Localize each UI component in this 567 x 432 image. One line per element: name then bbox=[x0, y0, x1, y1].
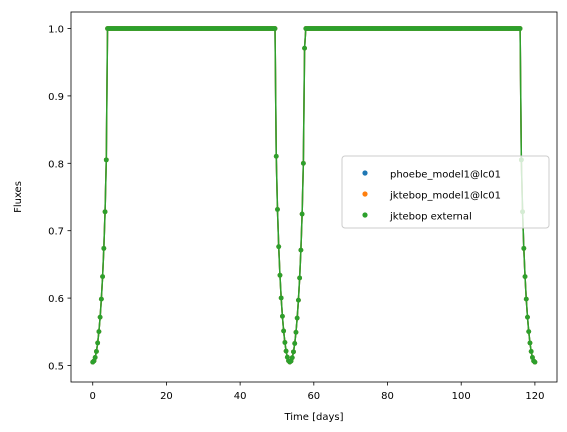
data-point bbox=[289, 355, 295, 361]
legend-entry: phoebe_model1@lc01 bbox=[362, 170, 501, 181]
y-ticks: 0.5 0.6 0.7 0.8 0.9 1.0 bbox=[48, 25, 71, 372]
data-point bbox=[527, 340, 533, 346]
data-point bbox=[298, 247, 304, 253]
x-tick-label: 40 bbox=[234, 391, 247, 402]
x-axis-label: Time [days] bbox=[283, 412, 343, 423]
data-point bbox=[276, 244, 282, 250]
data-point bbox=[275, 207, 280, 212]
legend-entry: jktebop external bbox=[362, 212, 472, 223]
data-point bbox=[277, 272, 283, 278]
data-point bbox=[292, 341, 298, 346]
data-point bbox=[284, 354, 290, 360]
data-point bbox=[283, 348, 289, 354]
data-point bbox=[532, 359, 538, 365]
legend: phoebe_model1@lc01 jktebop_model1@lc01jkt… bbox=[341, 155, 550, 229]
data-point bbox=[523, 296, 529, 302]
data-point bbox=[302, 45, 307, 51]
y-tick-label: 1.0 bbox=[48, 25, 64, 36]
data-point bbox=[102, 209, 108, 215]
data-point bbox=[98, 296, 104, 302]
data-point bbox=[522, 274, 528, 280]
legend-marker bbox=[362, 212, 368, 218]
legend-label: jktebop external bbox=[389, 212, 472, 223]
x-tick-label: 100 bbox=[452, 391, 471, 402]
data-point bbox=[100, 274, 105, 280]
data-point bbox=[296, 297, 301, 303]
x-tick-label: 0 bbox=[90, 391, 96, 402]
x-ticks: 0 20 40 60 80 100 120 bbox=[90, 382, 544, 402]
data-point bbox=[299, 211, 305, 217]
data-point bbox=[97, 314, 103, 320]
data-point bbox=[103, 157, 109, 163]
data-point bbox=[272, 26, 278, 31]
y-tick-label: 0.7 bbox=[48, 227, 64, 238]
y-tick-label: 0.8 bbox=[48, 159, 64, 170]
data-point bbox=[297, 275, 303, 281]
data-point bbox=[95, 340, 101, 346]
data-point bbox=[291, 349, 296, 355]
legend-entries: phoebe_model1@lc01 jktebop_model1@lc01jkt… bbox=[362, 170, 501, 223]
data-point bbox=[526, 329, 532, 334]
y-axis-label: Fluxes bbox=[13, 181, 24, 213]
data-point bbox=[94, 349, 99, 354]
data-point bbox=[525, 314, 530, 320]
data-point bbox=[96, 329, 102, 334]
y-tick-label: 0.6 bbox=[48, 294, 64, 305]
data-point bbox=[101, 245, 107, 251]
data-point bbox=[293, 329, 299, 335]
data-point bbox=[294, 315, 300, 321]
data-point bbox=[300, 160, 306, 166]
legend-entry: jktebop_model1@lc01 bbox=[362, 191, 501, 202]
x-tick-label: 60 bbox=[307, 391, 320, 402]
y-tick-label: 0.5 bbox=[48, 361, 64, 372]
legend-label: phoebe_model1@lc01 bbox=[390, 170, 501, 181]
data-point bbox=[273, 153, 279, 159]
data-point bbox=[281, 328, 287, 334]
y-tick-label: 0.9 bbox=[48, 92, 64, 103]
data-point bbox=[282, 339, 288, 345]
legend-marker bbox=[362, 191, 368, 197]
series-2 bbox=[90, 26, 538, 365]
legend-label: jktebop_model1@lc01 bbox=[389, 191, 501, 202]
data-point bbox=[528, 349, 534, 354]
legend-box bbox=[341, 155, 550, 229]
data-point bbox=[521, 245, 527, 251]
x-tick-label: 20 bbox=[160, 391, 173, 402]
data-point bbox=[278, 295, 284, 301]
data-point bbox=[517, 26, 523, 31]
plot-content bbox=[90, 26, 538, 365]
x-tick-label: 120 bbox=[525, 391, 544, 402]
x-tick-label: 80 bbox=[381, 391, 394, 402]
data-point bbox=[280, 313, 285, 319]
data-point bbox=[92, 355, 98, 360]
legend-marker bbox=[362, 170, 368, 176]
